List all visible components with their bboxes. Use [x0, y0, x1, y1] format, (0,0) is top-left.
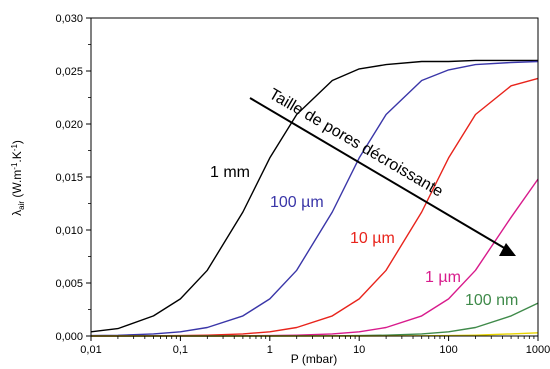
arrowhead-icon: [499, 243, 516, 256]
arrow-shaft: [249, 97, 507, 250]
y-axis-label-exponent-1: -1: [10, 162, 19, 170]
y-tick-label: 0,030: [55, 13, 83, 25]
series-line-100-um: [90, 60, 539, 337]
y-axis-label-exponent-2: -1: [10, 144, 19, 152]
y-tick-label: 0,000: [55, 331, 83, 343]
y-tick-label: 0,020: [55, 119, 83, 131]
y-tick-label: 0,015: [55, 172, 83, 184]
x-tick-label: 0,1: [173, 344, 188, 356]
y-axis-label-close: ): [10, 140, 24, 144]
decreasing-pore-size-arrow: [249, 97, 516, 256]
y-axis-label-symbol: λ: [10, 210, 24, 216]
y-tick-label: 0,025: [55, 66, 83, 78]
x-tick-label: 100: [439, 344, 457, 356]
series-label-100um: 100 µm: [270, 194, 324, 211]
x-axis-ticks: 0,01 0,1 1 10 100 1000: [80, 336, 550, 356]
x-tick-label: 1000: [526, 344, 550, 356]
series-label-1um: 1 µm: [425, 269, 461, 286]
x-axis-label: P (mbar): [291, 352, 337, 366]
y-tick-label: 0,005: [55, 278, 83, 290]
series-label-100nm: 100 nm: [465, 292, 518, 309]
y-axis-label-unit: (W.m: [10, 170, 24, 201]
x-tick-label: 1: [267, 344, 273, 356]
y-axis-ticks: 0,000 0,005 0,010 0,015 0,020 0,025 0,030: [55, 13, 91, 343]
series-label-10um: 10 µm: [350, 230, 395, 247]
y-axis-label-subscript: air: [17, 201, 26, 210]
y-axis-label-unit-mid: .K: [10, 151, 24, 162]
x-tick-label: 10: [353, 344, 365, 356]
y-axis-label: λair (W.m-1.K-1): [10, 140, 26, 216]
x-tick-label: 0,01: [80, 344, 101, 356]
series-label-1mm: 1 mm: [210, 164, 250, 181]
series-line-1-mm: [90, 59, 538, 333]
y-tick-label: 0,010: [55, 225, 83, 237]
